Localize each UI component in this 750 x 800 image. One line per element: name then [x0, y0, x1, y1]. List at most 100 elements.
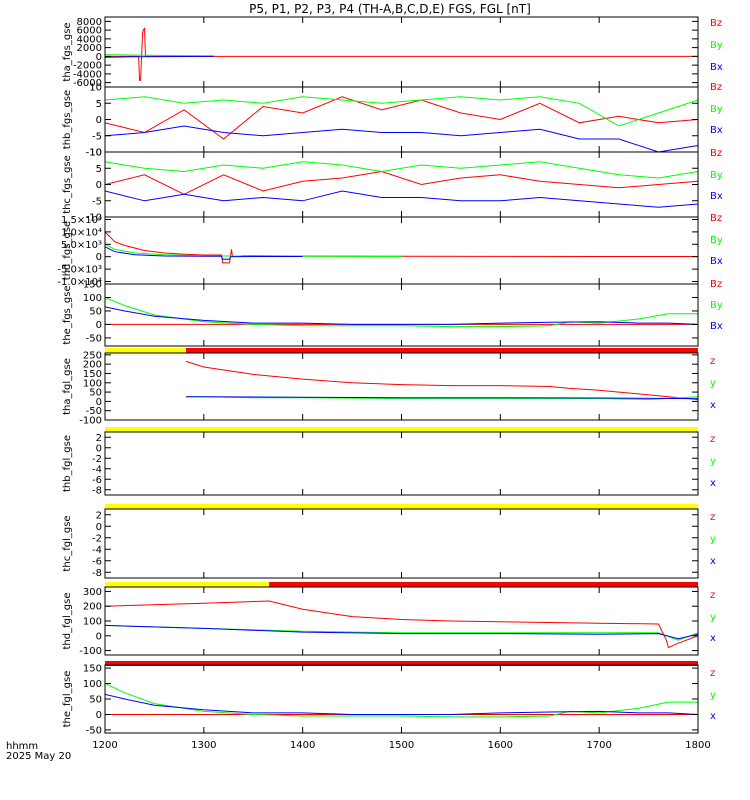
y-tick-label: 200: [83, 602, 102, 613]
panel-frame-the_fgl_gse: [104, 664, 699, 734]
panel-frame-thc_fgl_gse: [104, 508, 699, 579]
y-tick-label: 150: [83, 280, 102, 291]
y-tick-label: 10: [89, 83, 102, 94]
mode-bar-the_fgl_gse-0: [105, 661, 698, 666]
y-tick-label: 100: [83, 378, 102, 389]
legend-z: z: [710, 356, 715, 367]
series-tha_fgl_gse-x: [186, 396, 698, 400]
y-tick-label: 0: [96, 252, 102, 263]
y-tick-label: -6000: [73, 78, 102, 89]
legend-Bx: Bx: [710, 256, 723, 267]
chart-title: P5, P1, P2, P3, P4 (TH-A,B,C,D,E) FGS, F…: [249, 2, 531, 16]
series-thc_fgs_gse-By: [105, 161, 698, 179]
y-tick-label: 2000: [77, 43, 102, 54]
y-axis-label: thb_fgs_gse: [62, 90, 73, 149]
y-tick-label: -5.0×10³: [57, 265, 102, 276]
series-thb_fgs_gse-Bz: [105, 96, 698, 140]
panel-frame-tha_fgl_gse: [104, 352, 699, 421]
y-tick-label: -4000: [73, 69, 102, 80]
y-axis-label: the_fgl_gse: [62, 671, 73, 728]
y-tick-label: 5: [96, 99, 102, 110]
legend-y: y: [710, 378, 716, 389]
legend-By: By: [710, 104, 723, 115]
y-tick-label: -10: [86, 213, 102, 224]
y-tick-label: 100: [83, 293, 102, 304]
y-tick-label: 250: [83, 350, 102, 361]
y-tick-label: 0: [96, 443, 102, 454]
panel-thd_fgl_gse: 300 200 100 0 -100 thd_fgl_gse zyx: [62, 582, 716, 657]
y-tick-label: 2: [96, 510, 102, 521]
mode-bar-tha_fgl_gse-0: [105, 348, 187, 353]
panel-frame-thc_fgs_gse: [104, 151, 699, 218]
y-axis-label: thd_fgs_gse: [62, 221, 73, 280]
y-tick-label: 150: [83, 369, 102, 380]
y-tick-label: 1.0×10⁴: [61, 227, 102, 238]
y-tick-label: 100: [83, 679, 102, 690]
legend-x: x: [710, 400, 716, 411]
panel-the_fgl_gse: 150 100 50 0 -50 the_fgl_gse zyx: [62, 661, 716, 736]
y-axis-label: thc_fgs_gse: [62, 155, 73, 214]
y-tick-label: 100: [83, 617, 102, 628]
y-tick-label: -50: [86, 725, 102, 736]
x-tick-label: 1300: [191, 740, 216, 751]
legend-z: z: [710, 668, 715, 679]
y-tick-label: -10: [86, 148, 102, 159]
y-tick-label: -8: [92, 485, 102, 496]
series-thb_fgs_gse-Bx: [105, 125, 698, 152]
series-thd_fgl_gse-z: [105, 600, 698, 649]
y-tick-label: -100: [79, 646, 102, 657]
y-tick-label: -100: [79, 416, 102, 427]
panel-frame-thd_fgl_gse: [104, 586, 699, 656]
legend-Bz: Bz: [710, 148, 722, 159]
y-tick-label: -6: [92, 475, 102, 486]
legend-Bx: Bx: [710, 62, 723, 73]
footer-date: 2025 May 20: [6, 751, 71, 762]
y-tick-label: -50: [86, 406, 102, 417]
legend-By: By: [710, 170, 723, 181]
x-tick-label: 1600: [488, 740, 513, 751]
y-tick-label: -2000: [73, 61, 102, 72]
panel-tha_fgs_gse: 80006000400020000-2000-4000-6000tha_fgs_…: [62, 16, 723, 89]
series-thd_fgs_gse-Bz: [105, 231, 698, 264]
y-axis-label: thd_fgl_gse: [62, 593, 73, 650]
x-tick-label: 1500: [389, 740, 414, 751]
legend-Bz: Bz: [710, 213, 722, 224]
mode-bar-thd_fgl_gse-1: [269, 582, 698, 587]
panel-thb_fgl_gse: 20-2-4-6-8 thb_fgl_gse zyx: [62, 427, 716, 496]
y-tick-label: 200: [83, 360, 102, 371]
y-axis-label: the_fgs_gse: [62, 285, 73, 344]
legend-Bx: Bx: [710, 125, 723, 136]
x-tick-label: 1700: [586, 740, 611, 751]
x-tick-label: 1800: [685, 740, 710, 751]
legend-Bz: Bz: [710, 82, 722, 93]
mode-bar-thc_fgl_gse-0: [105, 504, 698, 509]
legend-By: By: [710, 300, 723, 311]
y-tick-label: 2: [96, 433, 102, 444]
y-axis-label: thc_fgl_gse: [62, 515, 73, 571]
y-tick-label: 1.5×10⁴: [61, 215, 102, 226]
y-axis-label: tha_fgl_gse: [62, 358, 73, 415]
y-tick-label: 0: [96, 397, 102, 408]
panel-thc_fgs_gse: 10 5 0 -5 -10 thc_fgs_gse Bz By Bx: [62, 148, 723, 224]
legend-z: z: [710, 512, 715, 523]
panel-frame-thd_fgs_gse: [104, 216, 699, 285]
x-tick-label: 1400: [290, 740, 315, 751]
y-tick-label: 50: [89, 695, 102, 706]
y-tick-label: 0: [96, 180, 102, 191]
y-tick-label: 300: [83, 587, 102, 598]
y-tick-label: -4: [92, 464, 102, 475]
y-tick-label: 5: [96, 164, 102, 175]
mode-bar-thd_fgl_gse-0: [105, 582, 270, 587]
y-tick-label: -5: [92, 131, 102, 142]
panel-the_fgs_gse: 150 100 50 0 -50 the_fgs_gse Bz By Bx: [62, 279, 723, 347]
series-tha_fgs_gse-By: [105, 54, 214, 57]
series-the_fgs_gse-Bx: [105, 306, 698, 325]
legend-Bz: Bz: [710, 18, 722, 29]
y-tick-label: 0: [96, 710, 102, 721]
legend-z: z: [710, 434, 715, 445]
series-thd_fgs_gse-By: [105, 243, 402, 257]
panel-frame-tha_fgs_gse: [104, 16, 699, 88]
series-thd_fgs_gse-Bx: [105, 246, 303, 260]
